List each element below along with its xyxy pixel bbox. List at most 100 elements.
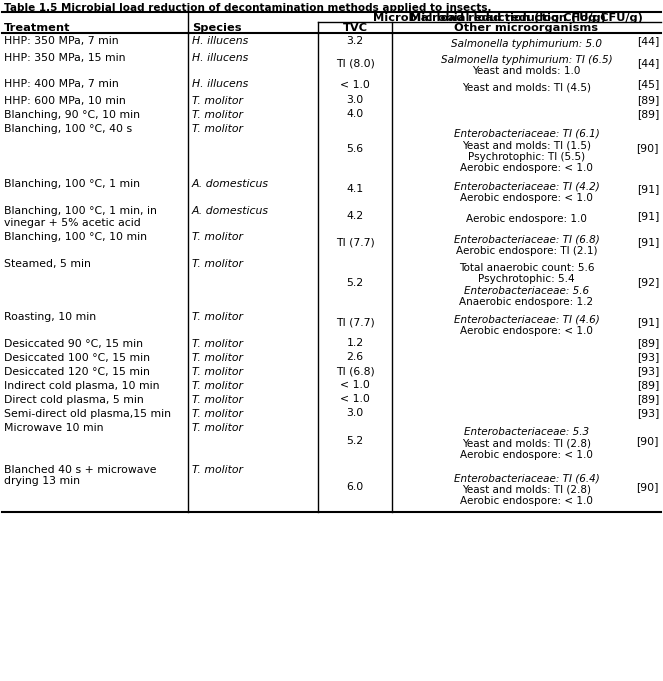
Text: T. molitor: T. molitor [192,395,243,405]
Text: HHP: 400 MPa, 7 min: HHP: 400 MPa, 7 min [4,79,119,89]
Text: 3.2: 3.2 [347,37,363,46]
Text: Aerobic endospore: < 1.0: Aerobic endospore: < 1.0 [460,326,593,336]
Text: [93]: [93] [636,352,659,362]
Text: Blanching, 90 °C, 10 min: Blanching, 90 °C, 10 min [4,110,140,120]
Text: Microbial load reduction (log CFU/g): Microbial load reduction (log CFU/g) [373,13,606,23]
Text: vinegar + 5% acetic acid: vinegar + 5% acetic acid [4,217,141,227]
Text: Aerobic endospore: 1.0: Aerobic endospore: 1.0 [466,214,587,223]
Text: Blanching, 100 °C, 1 min, in: Blanching, 100 °C, 1 min, in [4,206,157,216]
Text: Semi-direct old plasma,15 min: Semi-direct old plasma,15 min [4,409,171,419]
Text: [91]: [91] [636,238,659,247]
Text: Roasting, 10 min: Roasting, 10 min [4,312,96,322]
Text: < 1.0: < 1.0 [340,394,370,404]
Text: Yeast and molds: 1.0: Yeast and molds: 1.0 [472,67,581,76]
Text: T. molitor: T. molitor [192,110,243,120]
Text: 1.2: 1.2 [347,338,363,348]
Text: T. molitor: T. molitor [192,381,243,391]
Text: T. molitor: T. molitor [192,409,243,419]
Text: H. illucens: H. illucens [192,36,248,46]
Text: 2.6: 2.6 [347,352,363,362]
Text: Blanched 40 s + microwave: Blanched 40 s + microwave [4,465,156,475]
Text: [92]: [92] [636,277,659,287]
Text: Enterobacteriaceae: 5.3: Enterobacteriaceae: 5.3 [464,427,589,437]
Text: Desiccated 100 °C, 15 min: Desiccated 100 °C, 15 min [4,353,150,363]
Text: HHP: 350 MPa, 15 min: HHP: 350 MPa, 15 min [4,53,125,63]
Text: 4.2: 4.2 [347,211,363,221]
Text: Yeast and molds: TI (1.5): Yeast and molds: TI (1.5) [462,140,591,151]
Text: Aerobic endospore: < 1.0: Aerobic endospore: < 1.0 [460,163,593,174]
Text: Psychrotophic: TI (5.5): Psychrotophic: TI (5.5) [468,152,585,162]
Text: T. molitor: T. molitor [192,465,243,475]
Text: Salmonella typhimurium: TI (6.5): Salmonella typhimurium: TI (6.5) [441,55,613,65]
Text: Species: Species [192,23,241,33]
Text: Enterobacteriaceae: TI (6.1): Enterobacteriaceae: TI (6.1) [453,129,599,139]
Text: Enterobacteriaceae: TI (4.6): Enterobacteriaceae: TI (4.6) [453,315,599,324]
Text: [90]: [90] [636,482,659,492]
Text: Yeast and molds: TI (2.8): Yeast and molds: TI (2.8) [462,439,591,449]
Text: Enterobacteriaceae: TI (6.8): Enterobacteriaceae: TI (6.8) [453,234,599,244]
Text: Microbial load reduction (log CFU/g): Microbial load reduction (log CFU/g) [410,13,643,23]
Text: 3.0: 3.0 [346,408,363,418]
Text: T. molitor: T. molitor [192,259,243,269]
Text: [89]: [89] [636,380,659,390]
Text: < 1.0: < 1.0 [340,380,370,390]
Text: [45]: [45] [636,80,659,89]
Text: T. molitor: T. molitor [192,96,243,106]
Text: Anaerobic endospore: 1.2: Anaerobic endospore: 1.2 [459,298,593,307]
Text: Other microorganisms: Other microorganisms [455,23,599,33]
Text: 5.2: 5.2 [347,436,363,446]
Text: T. molitor: T. molitor [192,339,243,349]
Text: TI (6.8): TI (6.8) [335,366,375,376]
Text: Blanching, 100 °C, 10 min: Blanching, 100 °C, 10 min [4,232,147,242]
Text: [91]: [91] [636,185,659,195]
Text: Yeast and molds: TI (2.8): Yeast and molds: TI (2.8) [462,485,591,494]
Text: Direct cold plasma, 5 min: Direct cold plasma, 5 min [4,395,144,405]
Text: Blanching, 100 °C, 1 min: Blanching, 100 °C, 1 min [4,179,140,189]
Text: Aerobic endospore: < 1.0: Aerobic endospore: < 1.0 [460,450,593,460]
Text: [93]: [93] [636,366,659,376]
Text: 4.1: 4.1 [347,185,363,195]
Text: Yeast and molds: TI (4.5): Yeast and molds: TI (4.5) [462,82,591,92]
Text: TI (7.7): TI (7.7) [335,317,375,328]
Text: H. illucens: H. illucens [192,53,248,63]
Text: A. domesticus: A. domesticus [192,179,269,189]
Text: Total anaerobic count: 5.6: Total anaerobic count: 5.6 [459,263,594,273]
Text: Indirect cold plasma, 10 min: Indirect cold plasma, 10 min [4,381,160,391]
Text: T. molitor: T. molitor [192,232,243,242]
Text: [93]: [93] [636,408,659,418]
Text: [91]: [91] [636,211,659,221]
Text: Treatment: Treatment [4,23,70,33]
Text: 6.0: 6.0 [346,482,363,492]
Text: H. illucens: H. illucens [192,79,248,89]
Text: HHP: 600 MPa, 10 min: HHP: 600 MPa, 10 min [4,96,126,106]
Text: drying 13 min: drying 13 min [4,477,80,486]
Text: TVC: TVC [343,23,367,33]
Text: 5.6: 5.6 [347,144,363,153]
Text: 3.0: 3.0 [346,95,363,105]
Text: T. molitor: T. molitor [192,312,243,322]
Text: [90]: [90] [636,144,659,153]
Text: Aerobic endospore: TI (2.1): Aerobic endospore: TI (2.1) [455,246,597,256]
Text: Aerobic endospore: < 1.0: Aerobic endospore: < 1.0 [460,496,593,506]
Text: Enterobacteriaceae: 5.6: Enterobacteriaceae: 5.6 [464,286,589,296]
Text: Table 1.5 Microbial load reduction of decontamination methods applied to insects: Table 1.5 Microbial load reduction of de… [4,3,491,13]
Text: [44]: [44] [636,37,659,46]
Text: T. molitor: T. molitor [192,367,243,377]
Text: HHP: 350 MPa, 7 min: HHP: 350 MPa, 7 min [4,36,119,46]
Text: [89]: [89] [636,95,659,105]
Text: T. molitor: T. molitor [192,124,243,134]
Text: TI (8.0): TI (8.0) [335,58,375,68]
Text: Enterobacteriaceae: TI (6.4): Enterobacteriaceae: TI (6.4) [453,473,599,484]
Text: 5.2: 5.2 [347,277,363,287]
Text: Desiccated 90 °C, 15 min: Desiccated 90 °C, 15 min [4,339,143,349]
Text: Salmonella typhimurium: 5.0: Salmonella typhimurium: 5.0 [451,39,602,49]
Text: Blanching, 100 °C, 40 s: Blanching, 100 °C, 40 s [4,124,132,134]
Text: Enterobacteriaceae: TI (4.2): Enterobacteriaceae: TI (4.2) [453,181,599,191]
Text: T. molitor: T. molitor [192,353,243,363]
Text: T. molitor: T. molitor [192,423,243,433]
Text: < 1.0: < 1.0 [340,80,370,89]
Text: [90]: [90] [636,436,659,446]
Text: Microwave 10 min: Microwave 10 min [4,423,103,433]
Text: A. domesticus: A. domesticus [192,206,269,216]
Text: [89]: [89] [636,338,659,348]
